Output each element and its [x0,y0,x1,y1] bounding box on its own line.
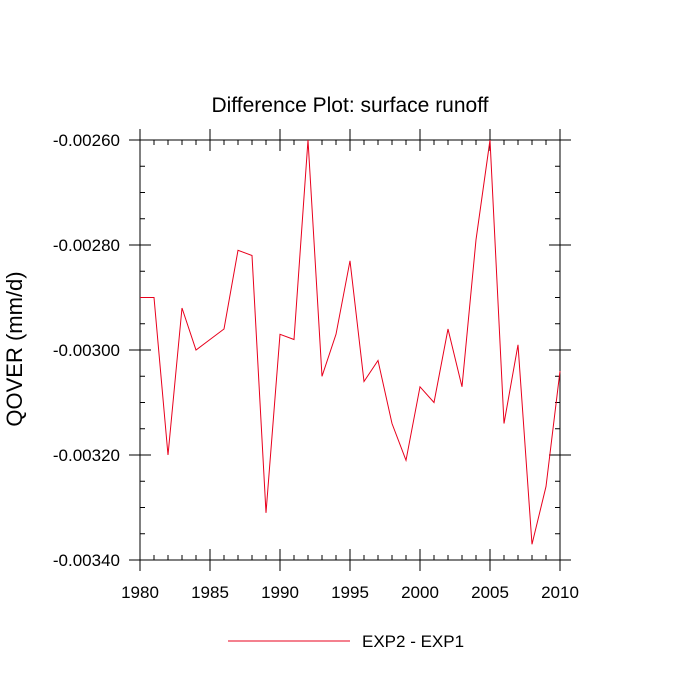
x-tick-label: 2010 [541,583,579,602]
series-line [140,139,561,545]
x-tick-label: 1985 [191,583,229,602]
x-tick-label: 2000 [401,583,439,602]
y-tick-label: -0.00280 [53,236,120,255]
axis-ticks [129,129,571,571]
plot-frame [139,139,561,561]
x-tick-label: 1990 [261,583,299,602]
legend-label: EXP2 - EXP1 [362,632,464,651]
legend: EXP2 - EXP1 [228,632,464,651]
y-tick-label: -0.00300 [53,341,120,360]
chart-title: Difference Plot: surface runoff [211,94,488,117]
x-tick-label: 2005 [471,583,509,602]
y-tick-label: -0.00320 [53,446,120,465]
x-tick-label: 1995 [331,583,369,602]
y-axis-label: QOVER (mm/d) [2,271,27,426]
y-tick-label: -0.00340 [53,551,120,570]
axis-tick-labels: 1980 1985 1990 1995 2000 2005 2010 -0.00260 -0.0… [53,131,579,602]
y-tick-label: -0.00260 [53,131,120,150]
x-tick-label: 1980 [121,583,159,602]
series-group [140,139,561,545]
